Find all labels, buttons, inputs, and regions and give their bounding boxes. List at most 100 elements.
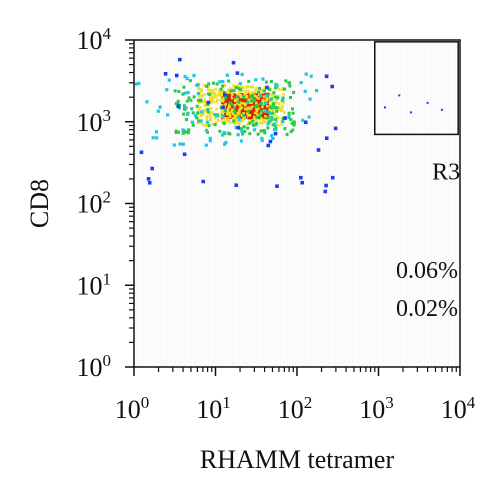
density-point	[178, 142, 182, 146]
density-point	[250, 119, 253, 122]
density-point	[189, 98, 193, 102]
density-point	[261, 100, 265, 103]
density-point	[241, 109, 244, 112]
density-point	[251, 123, 255, 127]
density-point	[228, 121, 232, 124]
density-point	[211, 123, 214, 126]
density-point	[271, 111, 275, 115]
density-point	[280, 123, 283, 126]
density-point	[229, 93, 232, 96]
density-point	[246, 100, 250, 104]
density-point	[233, 114, 237, 117]
density-point	[265, 99, 268, 103]
density-point	[262, 129, 266, 132]
density-point	[264, 80, 268, 84]
density-point	[236, 111, 239, 115]
density-point	[202, 84, 206, 87]
density-point	[239, 94, 243, 97]
density-point	[237, 115, 241, 119]
density-point	[254, 78, 258, 82]
density-point	[234, 112, 237, 115]
density-point	[261, 77, 265, 81]
density-point	[233, 96, 236, 99]
density-point	[234, 118, 238, 122]
density-point	[254, 123, 258, 127]
density-point	[240, 106, 243, 109]
density-point	[212, 89, 215, 93]
density-point	[219, 106, 223, 110]
density-point	[203, 100, 207, 104]
density-point	[233, 122, 236, 126]
density-point	[215, 114, 219, 118]
density-point	[250, 110, 254, 113]
density-point	[224, 102, 227, 106]
density-point	[199, 90, 202, 93]
density-point	[262, 95, 266, 98]
density-point	[197, 119, 201, 123]
density-point	[229, 89, 233, 93]
density-point	[233, 93, 236, 96]
density-point	[221, 112, 225, 115]
density-point	[223, 96, 227, 100]
gate-event	[426, 101, 429, 104]
density-point	[239, 95, 243, 99]
density-point	[174, 73, 179, 78]
density-point	[263, 131, 267, 135]
density-point	[270, 134, 274, 138]
density-point	[254, 88, 258, 92]
density-point	[220, 102, 224, 105]
density-point	[324, 74, 329, 79]
density-point	[227, 106, 231, 109]
density-point	[137, 81, 141, 86]
density-point	[253, 90, 256, 94]
density-point	[258, 86, 261, 90]
density-point	[251, 103, 254, 106]
density-point	[176, 104, 181, 109]
density-point	[288, 84, 292, 88]
density-point	[259, 88, 263, 91]
density-point	[275, 101, 278, 105]
density-point	[216, 119, 220, 122]
labels: R30.06%0.02%100 101 102 103 1041001011021031…	[25, 24, 476, 474]
density-point	[199, 106, 202, 109]
density-point	[242, 105, 245, 108]
density-point	[263, 86, 267, 89]
density-point	[239, 88, 243, 92]
density-point	[253, 104, 257, 108]
density-point	[185, 99, 189, 103]
gates	[374, 41, 459, 136]
density-point	[181, 142, 185, 146]
density-point	[256, 132, 260, 136]
density-point	[254, 93, 257, 96]
density-point	[208, 136, 212, 140]
density-point	[228, 101, 232, 105]
density-point	[249, 85, 252, 89]
density-point	[163, 72, 168, 76]
gate-rect	[374, 41, 459, 136]
density-point	[230, 99, 233, 102]
density-point	[262, 102, 265, 106]
density-point	[266, 122, 270, 126]
density-point	[241, 108, 245, 111]
density-point	[215, 100, 218, 103]
density-point	[214, 87, 217, 91]
density-point	[254, 101, 258, 105]
density-point	[315, 89, 319, 93]
density-point	[228, 115, 232, 118]
density-point	[251, 113, 254, 116]
density-point	[199, 112, 203, 116]
density-point	[246, 126, 250, 130]
density-point	[145, 100, 149, 104]
density-point	[239, 127, 243, 131]
density-point	[186, 91, 190, 95]
density-point	[268, 88, 272, 92]
density-point	[237, 100, 241, 104]
density-point	[232, 99, 235, 102]
density-point	[232, 85, 236, 89]
density-point	[181, 131, 185, 135]
density-point	[235, 104, 238, 107]
density-point	[272, 127, 277, 131]
density-point	[205, 117, 209, 121]
density-point	[308, 97, 312, 101]
